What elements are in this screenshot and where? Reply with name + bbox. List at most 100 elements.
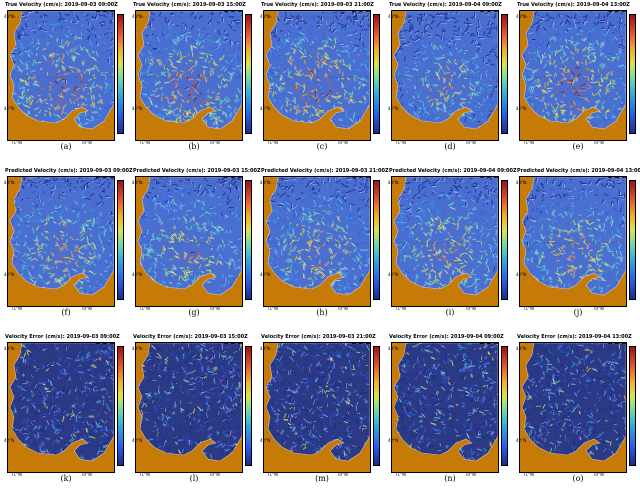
panel-label: (d) [444, 142, 456, 151]
lon-tick-left: 71°W [139, 472, 151, 477]
lat-tick-top: 43°N [388, 346, 399, 351]
velocity-map [136, 11, 242, 140]
lat-tick-top: 43°N [260, 346, 271, 351]
map-frame [519, 176, 627, 307]
panel-title: Predicted Velocity (cm/s): 2019-09-04 09… [389, 168, 517, 174]
panel-label: (m) [315, 474, 329, 483]
lon-tick-left: 71°W [267, 306, 279, 311]
colorbar [373, 14, 380, 134]
lon-tick-right: 70°W [465, 140, 477, 145]
lat-tick-mid: 42°N [260, 106, 271, 111]
lon-tick-right: 70°W [81, 140, 93, 145]
lon-tick-right: 70°W [209, 140, 221, 145]
lon-tick-left: 71°W [11, 472, 23, 477]
velocity-map [8, 177, 114, 306]
lat-tick-top: 43°N [388, 14, 399, 19]
colorbar [245, 14, 252, 134]
lon-tick-left: 71°W [11, 306, 23, 311]
colorbar [373, 180, 380, 300]
map-frame [7, 176, 115, 307]
panel-e: True Velocity (cm/s): 2019-09-04 13:00Z … [516, 2, 639, 152]
panel-title: True Velocity (cm/s): 2019-09-03 21:00Z [261, 2, 374, 8]
velocity-map [520, 11, 626, 140]
velocity-map [264, 343, 370, 472]
lon-tick-right: 70°W [465, 306, 477, 311]
lon-tick-right: 70°W [593, 140, 605, 145]
colorbar [629, 14, 636, 134]
lon-tick-right: 70°W [81, 306, 93, 311]
panel-g: Predicted Velocity (cm/s): 2019-09-03 15… [132, 168, 261, 318]
lat-tick-mid: 42°N [4, 438, 15, 443]
panel-k: Velocity Error (cm/s): 2019-09-03 09:00Z… [4, 334, 127, 484]
lon-tick-left: 71°W [139, 140, 151, 145]
map-frame [391, 176, 499, 307]
lat-tick-top: 43°N [260, 180, 271, 185]
lat-tick-mid: 42°N [4, 106, 15, 111]
panel-title: True Velocity (cm/s): 2019-09-04 13:00Z [517, 2, 630, 8]
panel-h: Predicted Velocity (cm/s): 2019-09-03 21… [260, 168, 389, 318]
lat-tick-top: 43°N [516, 180, 527, 185]
lon-tick-left: 71°W [395, 472, 407, 477]
panel-n: Velocity Error (cm/s): 2019-09-04 09:00Z… [388, 334, 511, 484]
panel-title: True Velocity (cm/s): 2019-09-03 09:00Z [5, 2, 118, 8]
panel-label: (i) [445, 308, 455, 317]
lat-tick-top: 43°N [260, 14, 271, 19]
map-frame [135, 10, 243, 141]
lon-tick-left: 71°W [267, 472, 279, 477]
panel-title: Predicted Velocity (cm/s): 2019-09-04 13… [517, 168, 640, 174]
lat-tick-top: 43°N [132, 180, 143, 185]
panel-d: True Velocity (cm/s): 2019-09-04 09:00Z … [388, 2, 511, 152]
map-frame [391, 342, 499, 473]
map-frame [519, 10, 627, 141]
lon-tick-right: 70°W [209, 472, 221, 477]
colorbar [373, 346, 380, 466]
ocean-area [266, 343, 370, 461]
panel-label: (l) [189, 474, 199, 483]
lat-tick-top: 43°N [132, 14, 143, 19]
colorbar [245, 180, 252, 300]
map-frame [7, 10, 115, 141]
colorbar [629, 346, 636, 466]
lat-tick-mid: 42°N [516, 272, 527, 277]
velocity-map [264, 11, 370, 140]
colorbar [501, 180, 508, 300]
lon-tick-left: 71°W [139, 306, 151, 311]
velocity-map [8, 11, 114, 140]
colorbar [501, 346, 508, 466]
panel-title: Velocity Error (cm/s): 2019-09-04 09:00Z [389, 334, 504, 340]
velocity-streaks [394, 177, 498, 295]
lat-tick-mid: 42°N [132, 438, 143, 443]
velocity-map [520, 343, 626, 472]
map-frame [7, 342, 115, 473]
colorbar [117, 180, 124, 300]
panel-label: (a) [60, 142, 72, 151]
colorbar [629, 180, 636, 300]
panel-label: (j) [573, 308, 583, 317]
lon-tick-right: 70°W [337, 472, 349, 477]
lat-tick-top: 43°N [4, 346, 15, 351]
ocean-area [138, 177, 242, 295]
panel-c: True Velocity (cm/s): 2019-09-03 21:00Z … [260, 2, 383, 152]
colorbar [501, 14, 508, 134]
panel-f: Predicted Velocity (cm/s): 2019-09-03 09… [4, 168, 133, 318]
panel-title: Predicted Velocity (cm/s): 2019-09-03 09… [5, 168, 133, 174]
lat-tick-mid: 42°N [388, 438, 399, 443]
velocity-map [520, 177, 626, 306]
lon-tick-left: 71°W [523, 140, 535, 145]
panel-label: (k) [60, 474, 72, 483]
map-frame [263, 176, 371, 307]
panel-label: (f) [61, 308, 71, 317]
velocity-map [392, 177, 498, 306]
lat-tick-mid: 42°N [388, 272, 399, 277]
lon-tick-right: 70°W [593, 306, 605, 311]
map-frame [519, 342, 627, 473]
panel-i: Predicted Velocity (cm/s): 2019-09-04 09… [388, 168, 517, 318]
lat-tick-top: 43°N [516, 14, 527, 19]
panel-label: (c) [316, 142, 328, 151]
lon-tick-left: 71°W [523, 306, 535, 311]
panel-m: Velocity Error (cm/s): 2019-09-03 21:00Z… [260, 334, 383, 484]
lat-tick-top: 43°N [4, 180, 15, 185]
panel-b: True Velocity (cm/s): 2019-09-03 15:00Z … [132, 2, 255, 152]
map-frame [263, 10, 371, 141]
ocean-area [10, 343, 114, 461]
